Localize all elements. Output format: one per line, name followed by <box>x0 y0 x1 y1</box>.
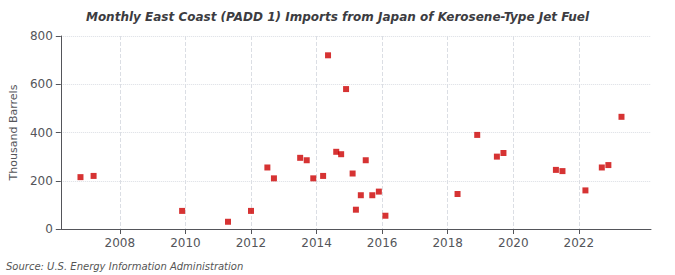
svg-text:800: 800 <box>30 29 53 43</box>
svg-text:2008: 2008 <box>105 236 136 250</box>
svg-text:2020: 2020 <box>498 236 529 250</box>
svg-text:200: 200 <box>30 174 53 188</box>
svg-text:Source: U.S. Energy Informatio: Source: U.S. Energy Information Administ… <box>6 261 243 272</box>
svg-text:600: 600 <box>30 77 53 91</box>
svg-text:2016: 2016 <box>367 236 398 250</box>
svg-text:2012: 2012 <box>236 236 267 250</box>
svg-text:2014: 2014 <box>301 236 332 250</box>
svg-text:0: 0 <box>45 222 53 236</box>
svg-text:2018: 2018 <box>432 236 463 250</box>
svg-text:2022: 2022 <box>564 236 595 250</box>
svg-text:2010: 2010 <box>170 236 201 250</box>
svg-text:400: 400 <box>30 126 53 140</box>
svg-text:Thousand Barrels: Thousand Barrels <box>7 84 20 181</box>
svg-text:Monthly East Coast (PADD 1) Im: Monthly East Coast (PADD 1) Imports from… <box>86 10 590 24</box>
